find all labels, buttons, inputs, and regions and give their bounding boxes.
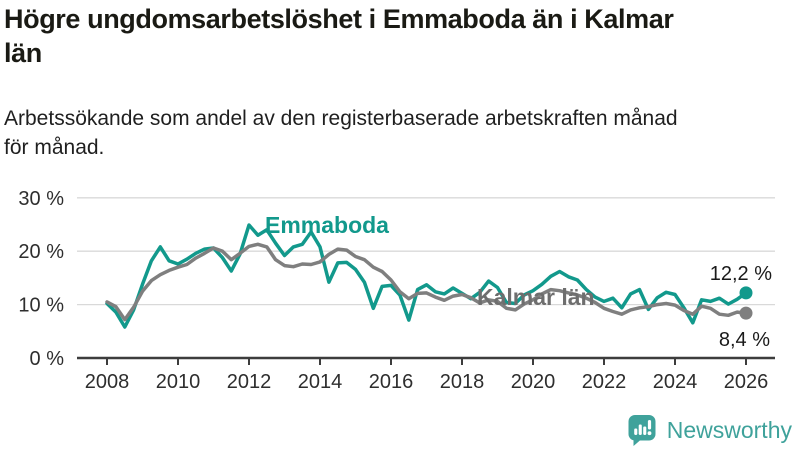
x-axis-label: 2022 — [582, 371, 627, 393]
chart-title: Högre ungdomsarbetslöshet i Emmaboda än … — [4, 4, 674, 68]
x-axis-label: 2008 — [85, 371, 130, 393]
series-end-value-emmaboda: 12,2 % — [710, 263, 772, 285]
logo-exclamation-bar — [647, 419, 651, 429]
x-axis-label: 2016 — [369, 371, 414, 393]
brand-footer: Newsworthy — [627, 413, 792, 447]
line-chart: 0 % 10 % 20 % 30 % 2008 2010 2012 2014 2016 2018 2… — [18, 188, 775, 393]
logo-bubble — [628, 414, 656, 440]
y-axis-label: 10 % — [18, 295, 64, 317]
brand-name: Newsworthy — [666, 416, 792, 443]
logo-bubble-tail — [633, 436, 641, 446]
y-axis-label: 0 % — [30, 348, 65, 370]
x-axis-label: 2012 — [227, 371, 272, 393]
series-line-kalmar-l-n — [105, 242, 748, 322]
x-axis-label: 2026 — [724, 371, 769, 393]
chart-subtitle: Arbetssökande som andel av den registerb… — [4, 107, 678, 159]
series-label-kalmar-l-n: Kalmar län — [477, 284, 595, 310]
logo-bar-small — [633, 428, 638, 435]
newsworthy-logo-icon — [628, 414, 656, 446]
logo-exclamation-dot — [647, 430, 652, 435]
series-line-emmaboda — [105, 223, 748, 329]
logo-bar-medium — [642, 426, 647, 435]
y-axis-label: 20 % — [18, 241, 64, 263]
x-axis-label: 2018 — [440, 371, 485, 393]
x-axis-label: 2010 — [156, 371, 201, 393]
x-axis-label: 2020 — [511, 371, 556, 393]
series-end-value-kalmar-l-n: 8,4 % — [719, 329, 770, 351]
logo-bar-tall — [638, 424, 642, 435]
series-label-emmaboda: Emmaboda — [265, 212, 389, 238]
series-end-dot-kalmar-l-n — [739, 306, 753, 320]
y-axis-label: 30 % — [18, 188, 64, 210]
x-axis-label: 2024 — [653, 371, 698, 393]
series-end-dot-emmaboda — [739, 286, 753, 300]
x-axis-label: 2014 — [298, 371, 343, 393]
